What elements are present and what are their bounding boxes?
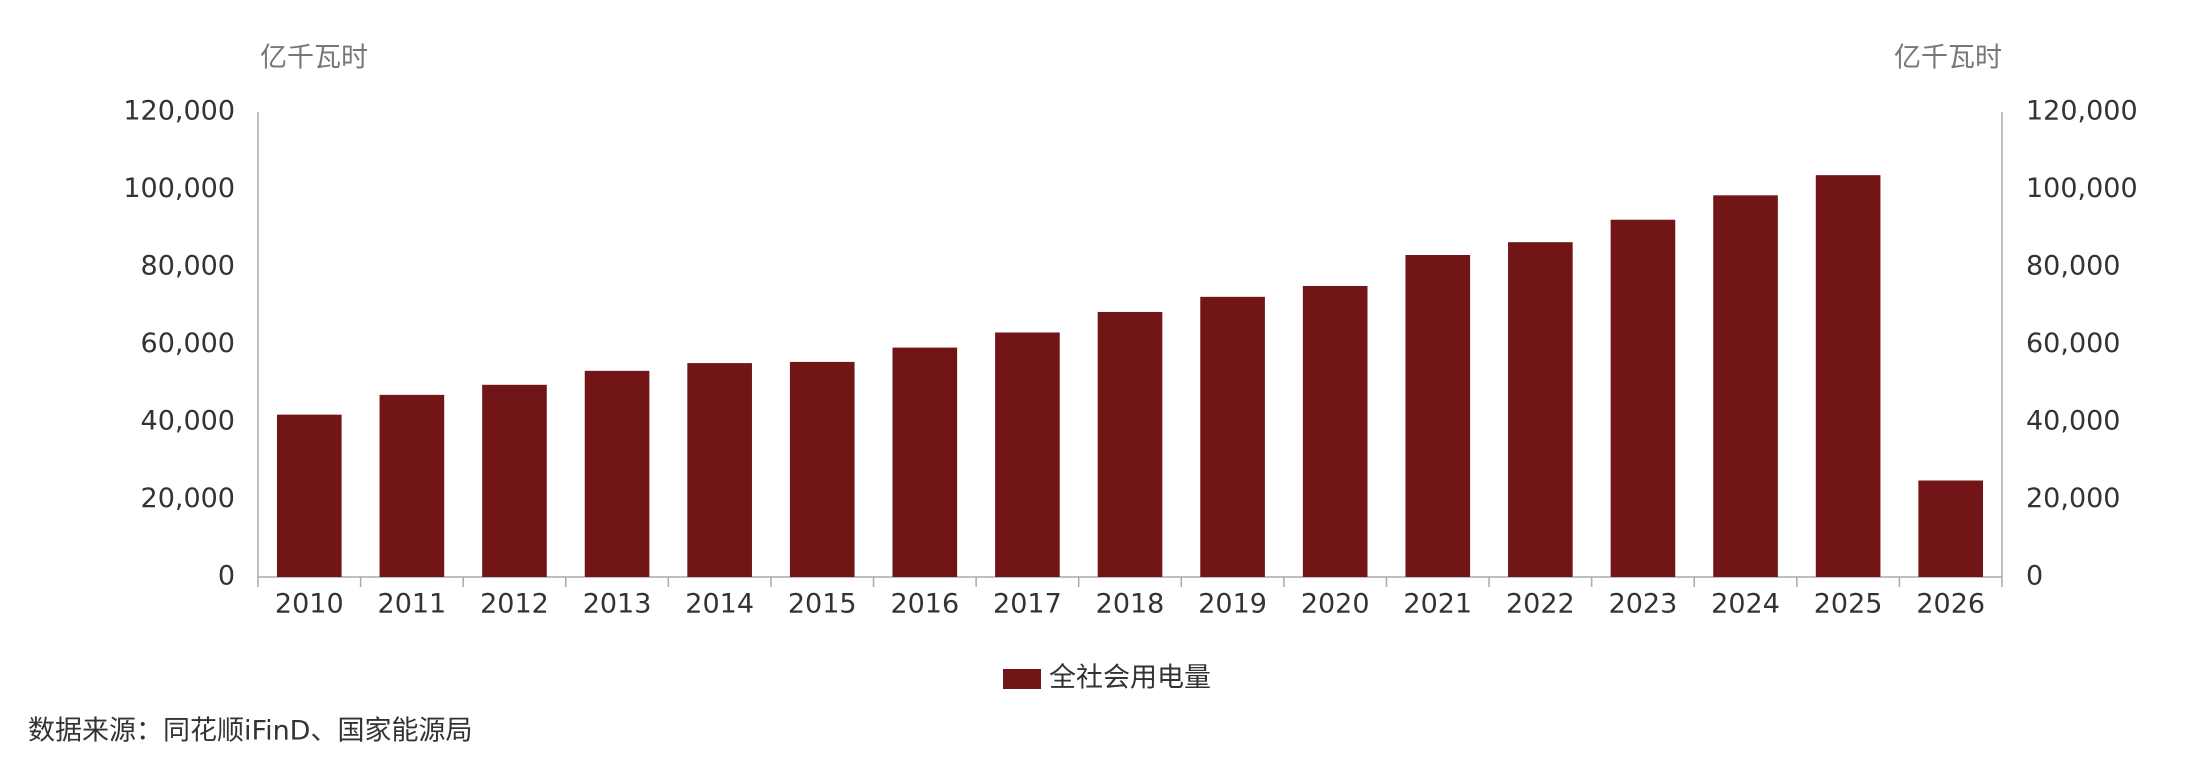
x-tick-label: 2022 <box>1506 589 1575 620</box>
bar <box>276 414 342 577</box>
bar <box>584 370 650 577</box>
y-tick-label: 120,000 <box>123 96 235 127</box>
bar <box>482 384 547 577</box>
y-tick-label: 20,000 <box>141 483 235 514</box>
bar <box>1713 195 1778 577</box>
x-tick-label: 2012 <box>480 589 549 620</box>
bar <box>1405 254 1471 578</box>
x-tick-label: 2023 <box>1609 589 1678 620</box>
bar <box>789 361 855 577</box>
bar <box>1508 242 1573 577</box>
x-tick-label: 2024 <box>1711 589 1780 620</box>
x-tick-label: 2025 <box>1814 589 1883 620</box>
y2-tick-label: 100,000 <box>2026 173 2138 204</box>
y-tick-label: 0 <box>218 561 235 592</box>
y2-tick-label: 0 <box>2026 561 2043 592</box>
bar <box>1815 175 1881 577</box>
bar <box>1200 296 1265 577</box>
y-axis-unit: 亿千瓦时 <box>260 43 368 74</box>
y2-tick-label: 60,000 <box>2026 328 2120 359</box>
x-tick-label: 2015 <box>788 589 857 620</box>
y-tick-label: 100,000 <box>123 173 235 204</box>
bar <box>892 347 958 577</box>
bar <box>995 332 1060 577</box>
bar <box>1610 219 1676 577</box>
source-note: 数据来源：同花顺iFinD、国家能源局 <box>28 716 472 747</box>
x-tick-label: 2016 <box>890 589 959 620</box>
x-tick-label: 2026 <box>1916 589 1985 620</box>
y2-axis-unit: 亿千瓦时 <box>1894 43 2002 74</box>
bar <box>1302 285 1368 577</box>
y-tick-label: 60,000 <box>141 328 235 359</box>
bar <box>1918 480 1984 577</box>
bar <box>379 394 445 577</box>
x-tick-label: 2011 <box>378 589 447 620</box>
x-tick-label: 2021 <box>1403 589 1472 620</box>
bar <box>1097 311 1163 577</box>
x-tick-label: 2017 <box>993 589 1062 620</box>
x-tick-label: 2018 <box>1096 589 1165 620</box>
y-tick-label: 80,000 <box>141 251 235 282</box>
x-tick-label: 2019 <box>1198 589 1267 620</box>
x-tick-label: 2010 <box>275 589 344 620</box>
y2-tick-label: 40,000 <box>2026 406 2120 437</box>
y2-tick-label: 20,000 <box>2026 483 2120 514</box>
x-tick-label: 2020 <box>1301 589 1370 620</box>
x-tick-label: 2014 <box>685 589 754 620</box>
x-tick-label: 2013 <box>583 589 652 620</box>
legend-label: 全社会用电量 <box>1049 663 1211 694</box>
bar <box>687 363 752 577</box>
y2-tick-label: 120,000 <box>2026 96 2138 127</box>
y-tick-label: 40,000 <box>141 406 235 437</box>
y2-tick-label: 80,000 <box>2026 251 2120 282</box>
legend-swatch <box>1003 669 1041 689</box>
